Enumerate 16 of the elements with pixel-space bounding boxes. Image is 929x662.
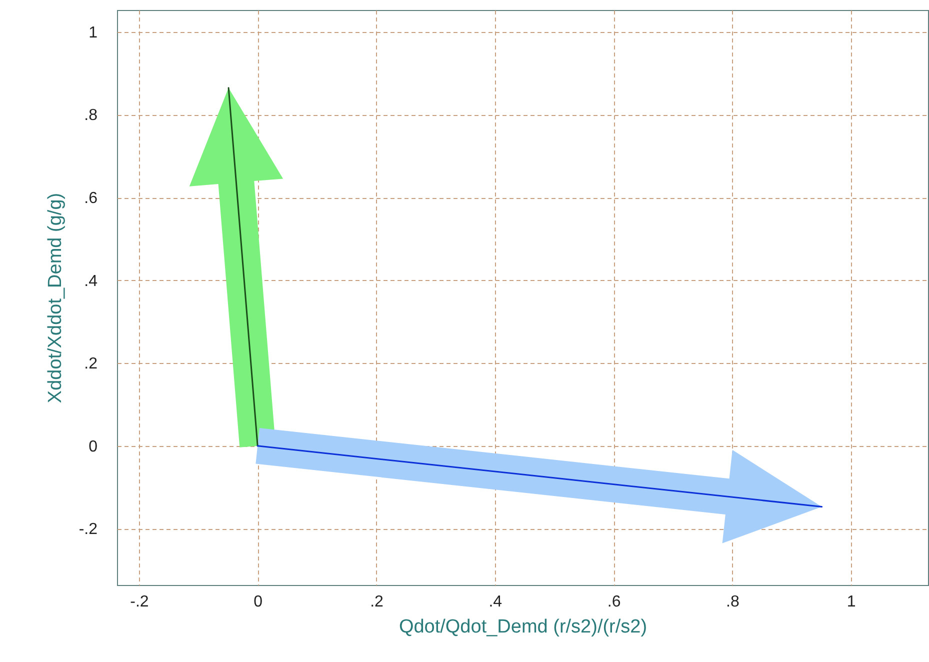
y-tick-label: -.2 [78,521,98,538]
y-tick-label: .4 [84,272,98,290]
y-tick-label: .2 [84,356,98,373]
y-axis-title: Xddot/Xddot_Demd (g/g) [44,192,66,404]
x-tick-label: -.2 [130,594,149,610]
x-tick-label: .2 [370,594,384,610]
x-tick-label: .4 [488,594,502,610]
x-axis-title: Qdot/Qdot_Demd (r/s2)/(r/s2) [398,616,648,638]
y-tick-label: 1 [88,24,98,42]
y-tick-label: 0 [88,438,98,456]
y-tick-label: .8 [84,107,98,124]
x-tick-label: 0 [254,594,263,610]
x-tick-label: 1 [846,594,856,610]
y-tick-label: .6 [84,190,98,208]
x-tick-label: .8 [726,594,740,610]
x-tick-label: .6 [607,594,621,610]
